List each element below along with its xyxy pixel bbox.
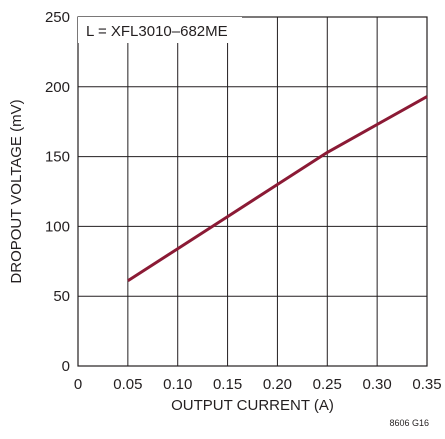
x-tick-label: 0.20 [263, 376, 292, 393]
x-tick-label: 0.30 [363, 376, 392, 393]
figure-id-label: 8606 G16 [389, 418, 429, 428]
y-tick-label: 150 [45, 149, 70, 166]
x-tick-label: 0.35 [412, 376, 441, 393]
x-tick-label: 0.05 [113, 376, 142, 393]
y-tick-label: 50 [53, 288, 70, 305]
x-tick-label: 0.15 [213, 376, 242, 393]
y-tick-label: 250 [45, 9, 70, 26]
x-tick-label: 0 [74, 376, 82, 393]
x-axis-title: OUTPUT CURRENT (A) [171, 397, 334, 414]
annotation-box: L = XFL3010–682ME [78, 17, 242, 43]
x-tick-label: 0.10 [163, 376, 192, 393]
inductor-annotation: L = XFL3010–682ME [86, 23, 228, 40]
dropout-voltage-series-line [127, 95, 428, 283]
plot-frame [77, 16, 428, 367]
y-axis-title: DROPOUT VOLTAGE (mV) [8, 99, 25, 283]
annotation-box-background [78, 17, 242, 43]
y-tick-label: 0 [62, 358, 70, 375]
y-tick-label: 200 [45, 79, 70, 96]
x-tick-label: 0.25 [313, 376, 342, 393]
y-tick-label: 100 [45, 218, 70, 235]
